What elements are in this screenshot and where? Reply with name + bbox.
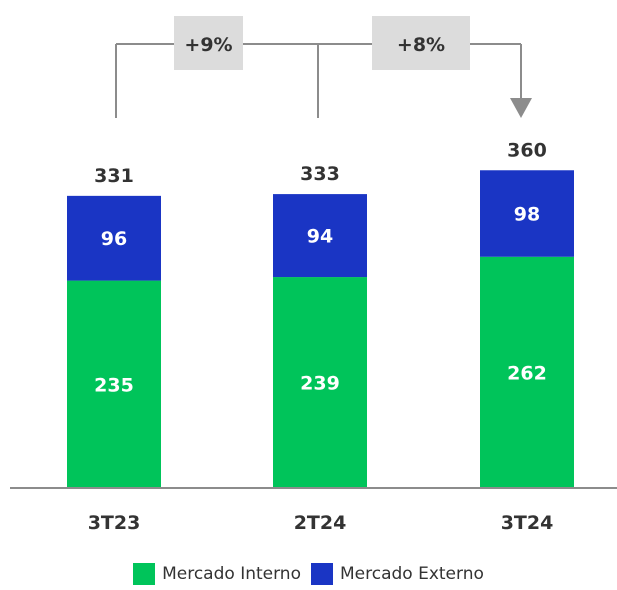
growth-box--9- xyxy=(174,16,243,70)
growth-label-2: +8% xyxy=(397,34,445,56)
growth-label-1: +9% xyxy=(184,34,232,56)
legend-item-mercado-externo: Mercado Externo xyxy=(310,563,484,585)
legend-swatch-mercado-interno xyxy=(133,563,156,585)
data-label-mercado-interno-3t24: 262 xyxy=(507,362,547,384)
legend-label-mercado-externo: Mercado Externo xyxy=(339,564,484,584)
bar-mercado-interno-3t23 xyxy=(67,280,161,488)
bars-group: 235 96 331 239 94 333 262 98 360 xyxy=(67,139,574,488)
bar-mercado-interno-2t24 xyxy=(273,277,367,488)
x-tick-labels-group: 3T23 2T24 3T24 xyxy=(88,512,554,534)
legend-item-mercado-interno: Mercado Interno xyxy=(133,563,301,585)
bar-mercado-externo-3t23 xyxy=(67,195,161,281)
growth-box--8- xyxy=(372,16,470,70)
x-tick-label-3t24: 3T24 xyxy=(501,512,554,534)
growth-annotations-group: +9% +8% xyxy=(115,16,532,118)
data-label-mercado-externo-3t24: 98 xyxy=(514,204,540,226)
legend-swatch-mercado-externo xyxy=(310,563,333,585)
x-tick-label-3t23: 3T23 xyxy=(88,512,141,534)
bar-mercado-interno-3t24 xyxy=(480,256,574,488)
bar-mercado-externo-3t24 xyxy=(480,170,574,257)
data-label-mercado-externo-2t24: 94 xyxy=(307,226,333,248)
data-label-mercado-interno-3t23: 235 xyxy=(94,374,134,396)
total-label-2t24: 333 xyxy=(300,163,340,185)
x-tick-label-2t24: 2T24 xyxy=(294,512,347,534)
legend-label-mercado-interno: Mercado Interno xyxy=(162,564,301,584)
data-label-mercado-interno-2t24: 239 xyxy=(300,373,340,395)
bracket-arrow-head xyxy=(510,98,532,118)
legend: Mercado Interno Mercado Externo xyxy=(0,563,617,585)
total-label-3t23: 331 xyxy=(94,165,134,187)
data-label-mercado-externo-3t23: 96 xyxy=(101,228,127,250)
bar-mercado-externo-2t24 xyxy=(273,194,367,278)
total-label-3t24: 360 xyxy=(507,139,547,161)
